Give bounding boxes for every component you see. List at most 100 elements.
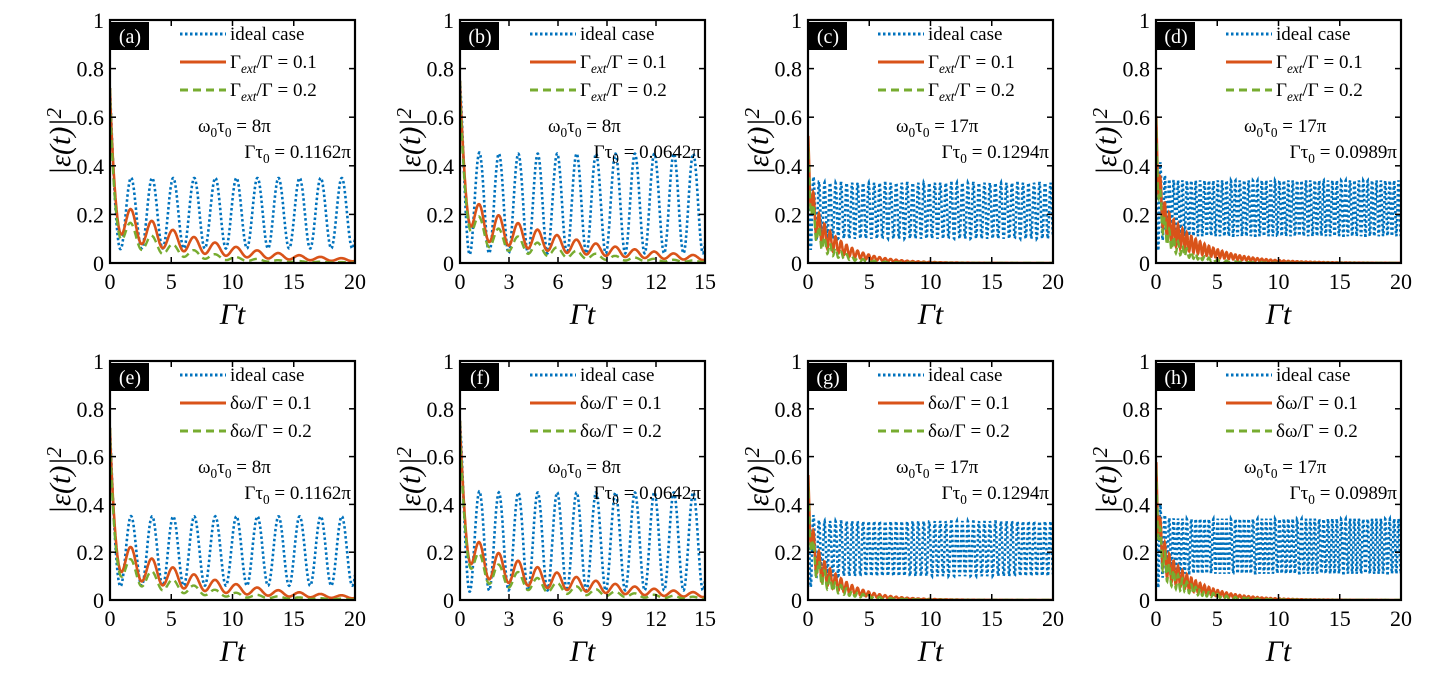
legend-entry: δω/Γ = 0.2 bbox=[928, 421, 1010, 442]
panel-tag-background bbox=[1157, 363, 1195, 391]
legend-entry: ideal case bbox=[230, 365, 304, 386]
x-tick-label: 15 bbox=[283, 606, 305, 631]
x-tick-label: 6 bbox=[553, 269, 564, 294]
series-2-line bbox=[110, 427, 355, 600]
param-gamma-tau: Γτ0 = 0.1162π bbox=[244, 142, 351, 166]
panel-tag-background bbox=[461, 363, 499, 391]
param-omega-tau: ω0τ0 = 8π bbox=[548, 457, 621, 481]
y-axis-label: |ε(t)|2 bbox=[1088, 446, 1123, 514]
series-1-line bbox=[110, 427, 355, 600]
panel-tag-background bbox=[1157, 22, 1195, 50]
x-tick-label: 0 bbox=[455, 269, 466, 294]
x-tick-label: 5 bbox=[864, 606, 875, 631]
param-omega-tau: ω0τ0 = 17π bbox=[1244, 457, 1327, 481]
legend-entry: ideal case bbox=[1276, 365, 1350, 386]
param-omega-tau: ω0τ0 = 17π bbox=[896, 457, 979, 481]
x-tick-label: 5 bbox=[1212, 606, 1223, 631]
panel-tag: (f) bbox=[470, 367, 490, 389]
ideal-case-line bbox=[110, 87, 355, 251]
panel-tag: (h) bbox=[1164, 367, 1187, 389]
legend-entry: ideal case bbox=[580, 24, 654, 45]
x-tick-label: 10 bbox=[1268, 269, 1290, 294]
param-gamma-tau: Γτ0 = 0.1162π bbox=[244, 483, 351, 507]
x-tick-label: 0 bbox=[1151, 269, 1162, 294]
x-tick-label: 20 bbox=[1042, 606, 1064, 631]
y-tick-label: 0.8 bbox=[77, 397, 105, 422]
y-tick-label: 1 bbox=[1139, 8, 1150, 33]
panel-tag-background bbox=[111, 22, 149, 50]
series-2-line bbox=[460, 420, 705, 600]
legend-entry: Γext/Γ = 0.2 bbox=[230, 80, 317, 104]
series-2-line bbox=[460, 80, 705, 263]
y-tick-label: 0.6 bbox=[77, 105, 105, 130]
x-tick-label: 20 bbox=[344, 269, 366, 294]
y-tick-label: 0.6 bbox=[427, 105, 455, 130]
x-tick-label: 5 bbox=[166, 269, 177, 294]
legend-entry: Γext/Γ = 0.2 bbox=[580, 80, 667, 104]
series-1-line bbox=[460, 420, 705, 599]
y-axis-label: |ε(t)|2 bbox=[740, 446, 775, 514]
legend-entry: δω/Γ = 0.1 bbox=[928, 393, 1010, 414]
legend-entry: Γext/Γ = 0.1 bbox=[928, 52, 1015, 76]
x-tick-label: 10 bbox=[1268, 606, 1290, 631]
param-omega-tau: ω0τ0 = 8π bbox=[198, 116, 271, 140]
param-omega-tau: ω0τ0 = 8π bbox=[198, 457, 271, 481]
x-tick-label: 0 bbox=[455, 606, 466, 631]
x-tick-label: 20 bbox=[1042, 269, 1064, 294]
x-tick-label: 0 bbox=[803, 606, 814, 631]
panel-d: 0 5 10 15 20 0 0.2 0.4 0.6 0.8 1 Γt |ε(t)|2 (d) ideal … bbox=[1088, 8, 1412, 331]
ideal-case-line bbox=[1156, 468, 1401, 588]
x-tick-label: 20 bbox=[1390, 269, 1412, 294]
x-tick-label: 10 bbox=[222, 269, 244, 294]
x-tick-label: 12 bbox=[645, 269, 667, 294]
param-gamma-tau: Γτ0 = 0.0642π bbox=[594, 142, 702, 166]
x-axis-label: Γt bbox=[219, 298, 246, 331]
ideal-case-line bbox=[808, 153, 1053, 250]
y-tick-label: 0.8 bbox=[775, 57, 803, 82]
panel-e: 0 5 10 15 20 0 0.2 0.4 0.6 0.8 1 Γt |ε(t)|2 (e) ideal … bbox=[42, 349, 366, 668]
x-tick-label: 10 bbox=[222, 606, 244, 631]
y-tick-label: 0.4 bbox=[77, 492, 105, 517]
series-1-line bbox=[460, 80, 705, 262]
x-tick-label: 9 bbox=[602, 269, 613, 294]
panel-tag-background bbox=[809, 22, 847, 50]
y-tick-label: 0.8 bbox=[775, 397, 803, 422]
x-axis-label: Γt bbox=[1265, 298, 1292, 331]
y-tick-label: 0.6 bbox=[1123, 445, 1151, 470]
y-tick-label: 1 bbox=[93, 8, 104, 33]
panel-tag: (a) bbox=[119, 26, 141, 48]
param-gamma-tau: Γτ0 = 0.0989π bbox=[1290, 483, 1398, 507]
panel-tag-background bbox=[809, 363, 847, 391]
y-tick-label: 0 bbox=[443, 588, 454, 613]
y-tick-label: 0.4 bbox=[775, 154, 803, 179]
legend-entry: δω/Γ = 0.2 bbox=[230, 421, 312, 442]
x-tick-label: 0 bbox=[105, 606, 116, 631]
y-axis-label: |ε(t)|2 bbox=[392, 107, 427, 175]
y-tick-label: 0.2 bbox=[1123, 202, 1151, 227]
ideal-case-line bbox=[1156, 117, 1401, 251]
legend-entry: ideal case bbox=[580, 365, 654, 386]
legend-entry: δω/Γ = 0.1 bbox=[230, 393, 312, 414]
legend-entry: Γext/Γ = 0.1 bbox=[230, 52, 317, 76]
y-tick-label: 0.6 bbox=[427, 445, 455, 470]
y-tick-label: 0.6 bbox=[775, 105, 803, 130]
x-tick-label: 10 bbox=[920, 269, 942, 294]
y-tick-label: 0.2 bbox=[775, 202, 803, 227]
param-omega-tau: ω0τ0 = 17π bbox=[896, 116, 979, 140]
y-tick-label: 0.2 bbox=[427, 202, 455, 227]
panel-tag: (d) bbox=[1164, 26, 1187, 48]
x-axis-label: Γt bbox=[1265, 635, 1292, 668]
y-tick-label: 0 bbox=[93, 251, 104, 276]
y-tick-label: 1 bbox=[791, 349, 802, 374]
y-tick-label: 0 bbox=[1139, 251, 1150, 276]
y-tick-label: 0.8 bbox=[1123, 397, 1151, 422]
panel-tag-background bbox=[461, 22, 499, 50]
legend-entry: Γext/Γ = 0.2 bbox=[1276, 80, 1363, 104]
legend-entry: ideal case bbox=[928, 24, 1002, 45]
ideal-case-line bbox=[110, 427, 355, 588]
x-axis-label: Γt bbox=[917, 298, 944, 331]
x-axis-label: Γt bbox=[569, 298, 596, 331]
param-gamma-tau: Γτ0 = 0.1294π bbox=[942, 483, 1050, 507]
y-axis-label: |ε(t)|2 bbox=[740, 107, 775, 175]
y-tick-label: 0.4 bbox=[1123, 154, 1151, 179]
